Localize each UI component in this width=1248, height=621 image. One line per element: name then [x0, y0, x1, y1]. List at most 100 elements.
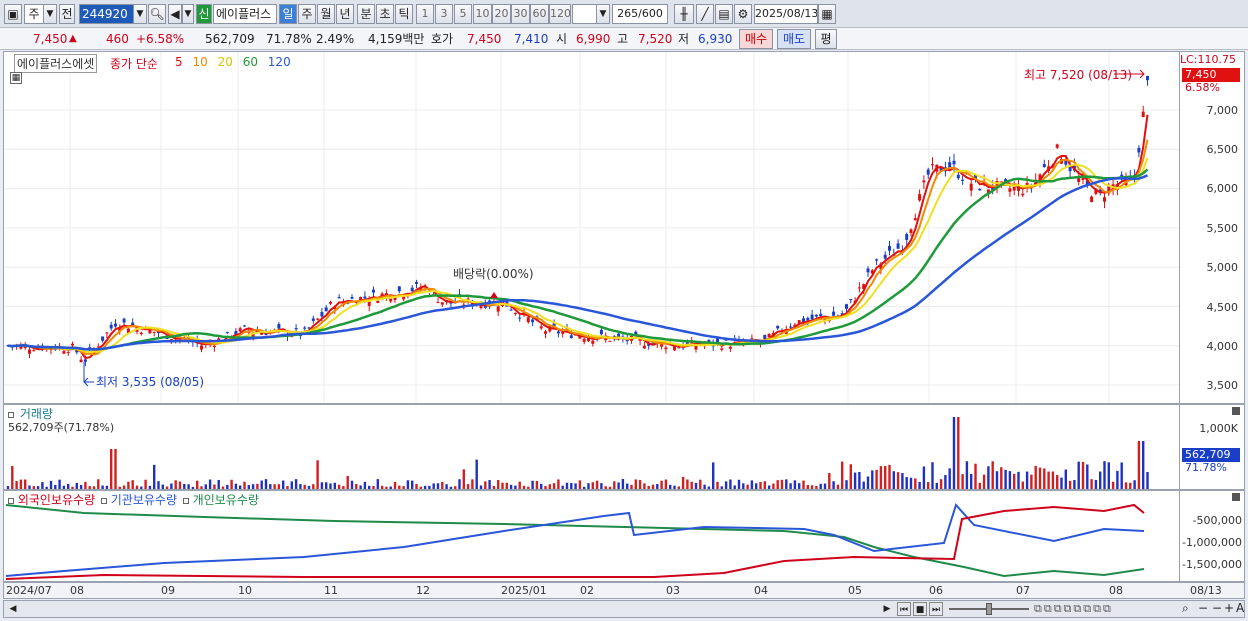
holdings-chart-canvas[interactable]	[4, 491, 1179, 581]
pane-box-icon[interactable]	[182, 498, 189, 504]
volume-y-axis[interactable]: 1,000K 562,709 71.78%	[1180, 404, 1245, 490]
volume-bar	[1068, 480, 1072, 489]
draw-tool-icon[interactable]: ╱	[696, 4, 714, 24]
volume-bar	[785, 479, 788, 489]
zoom-in-icon[interactable]: +	[1224, 601, 1235, 615]
window-icon[interactable]: ▣	[4, 4, 22, 24]
price-y-axis[interactable]: LC:110.75 7,450 6.58% 7,000 6,500 6,000 …	[1180, 51, 1245, 404]
volume-bar	[845, 480, 848, 489]
candle-body	[591, 340, 595, 344]
minute-10-button[interactable]: 10	[473, 4, 492, 24]
candle-body	[690, 340, 694, 345]
minute-20-button[interactable]: 20	[492, 4, 511, 24]
volume-bar	[355, 483, 358, 489]
pane-box-icon[interactable]	[8, 498, 14, 504]
speaker-dropdown-icon[interactable]: ▼	[182, 4, 194, 24]
volume-bar	[677, 486, 680, 489]
period-tick-button[interactable]: 틱	[395, 4, 413, 24]
price-chart-canvas[interactable]	[4, 52, 1179, 403]
pane-box-icon[interactable]	[8, 412, 14, 418]
volume-bar	[24, 479, 27, 489]
foreign-holdings-line	[5, 503, 1145, 580]
minute-3-button[interactable]: 3	[435, 4, 453, 24]
fast-forward-icon[interactable]: ⏭	[929, 602, 943, 616]
minute-60-button[interactable]: 60	[530, 4, 549, 24]
period-week-button[interactable]: 주	[298, 4, 316, 24]
volume-chart-canvas[interactable]	[4, 405, 1179, 489]
candle-body	[415, 281, 418, 284]
pane-close-icon[interactable]	[1232, 407, 1240, 415]
candle-body	[28, 349, 31, 354]
grid-toggle-icon[interactable]: ▦	[10, 72, 22, 84]
search-icon[interactable]: 🔍︎	[148, 4, 166, 24]
font-size-icon[interactable]: A	[1236, 601, 1245, 615]
buy-button[interactable]: 매수	[739, 29, 773, 49]
stock-code-input[interactable]: 244920	[79, 4, 134, 24]
price-chart-pane[interactable]: 에이플러스에셋 종가 단순 5 10 20 60 120 ▦ 최고 7,520 …	[3, 51, 1180, 404]
scroll-left-icon[interactable]: ◀	[9, 604, 17, 614]
period-minute-button[interactable]: 분	[357, 4, 375, 24]
date-field[interactable]: 2025/08/13	[754, 4, 818, 24]
count-field[interactable]: 265/600	[612, 4, 668, 24]
chart-tools-icon[interactable]: ⧉⧉⧉⧉⧉⧉⧉⧉	[1034, 602, 1113, 615]
candle-body	[599, 329, 603, 335]
volume-bar	[557, 479, 560, 489]
period-month-button[interactable]: 월	[317, 4, 335, 24]
period-year-button[interactable]: 년	[336, 4, 354, 24]
rewind-icon[interactable]: ⏮	[897, 602, 911, 616]
sell-button[interactable]: 매도	[777, 29, 811, 49]
interval-dropdown-icon[interactable]: ▼	[596, 4, 610, 24]
pane-close-icon[interactable]	[1232, 493, 1240, 501]
holdings-pane[interactable]: 외국인보유수량 기관보유수량 개인보유수량	[3, 490, 1180, 582]
zoom-search-icon[interactable]: ⌕	[1182, 601, 1189, 615]
code-dropdown-icon[interactable]: ▼	[133, 4, 147, 24]
holdings-y-axis[interactable]: -500,000 -1,000,000 -1,500,000	[1180, 490, 1245, 582]
zoom-out-icon[interactable]: −	[1198, 601, 1209, 615]
calendar-icon[interactable]: ▦	[818, 4, 836, 24]
ma-line	[7, 174, 1149, 351]
minute-5-button[interactable]: 5	[454, 4, 472, 24]
candle-body	[1021, 193, 1025, 196]
price-grid	[4, 52, 1179, 403]
save-icon[interactable]: ▤	[715, 4, 733, 24]
market-select[interactable]: 주	[24, 4, 44, 24]
volume-bar	[759, 482, 762, 489]
volume-bar	[290, 481, 293, 489]
speaker-icon[interactable]: ◀	[168, 4, 182, 24]
volume-bar	[178, 481, 182, 489]
candle-body	[797, 320, 801, 324]
candle-body	[870, 270, 874, 274]
zoom-slider-handle[interactable]	[986, 603, 992, 615]
pane-box-icon[interactable]	[100, 498, 107, 504]
period-day-button[interactable]: 일	[279, 4, 297, 24]
lc-label: LC:110.75	[1180, 53, 1237, 66]
prev-button[interactable]: 전	[59, 4, 75, 24]
quote-bar: 7,450 ▲ 460 +6.58% 562,709 71.78% 2.49% …	[0, 28, 1248, 50]
minute-1-button[interactable]: 1	[416, 4, 434, 24]
volume-bar	[251, 484, 255, 489]
volume-bar	[1047, 471, 1050, 489]
volume-bar	[299, 484, 302, 489]
volume-bar	[307, 485, 311, 489]
volume-bar	[561, 485, 564, 489]
volume-pane[interactable]: 거래량 562,709주(71.78%)	[3, 404, 1180, 490]
gear-icon[interactable]: ⚙	[734, 4, 752, 24]
x-axis[interactable]: 2024/07 08 09 10 11 12 2025/01 02 03 04 …	[3, 582, 1245, 599]
period-second-button[interactable]: 초	[376, 4, 394, 24]
minute-30-button[interactable]: 30	[511, 4, 530, 24]
candle-type-icon[interactable]: ╫	[674, 4, 694, 24]
candle-body	[6, 345, 10, 347]
minute-120-button[interactable]: 120	[549, 4, 571, 24]
volume-bar	[1060, 477, 1063, 489]
minus-icon[interactable]: −	[1212, 601, 1223, 615]
stock-name-field[interactable]: 에이플러스	[213, 4, 277, 24]
volume-bar	[479, 485, 483, 489]
market-dropdown-icon[interactable]: ▼	[43, 4, 57, 24]
stop-icon[interactable]: ■	[913, 602, 927, 616]
volume-bar	[690, 481, 693, 489]
average-button[interactable]: 평	[815, 29, 837, 49]
volume-bar	[389, 486, 392, 489]
volume-bar	[841, 461, 844, 489]
scroll-bar[interactable]: ◀ ▶ ⏮ ■ ⏭ ⧉⧉⧉⧉⧉⧉⧉⧉ ⌕ − − + A	[3, 600, 1245, 618]
scroll-right-icon[interactable]: ▶	[883, 604, 891, 614]
